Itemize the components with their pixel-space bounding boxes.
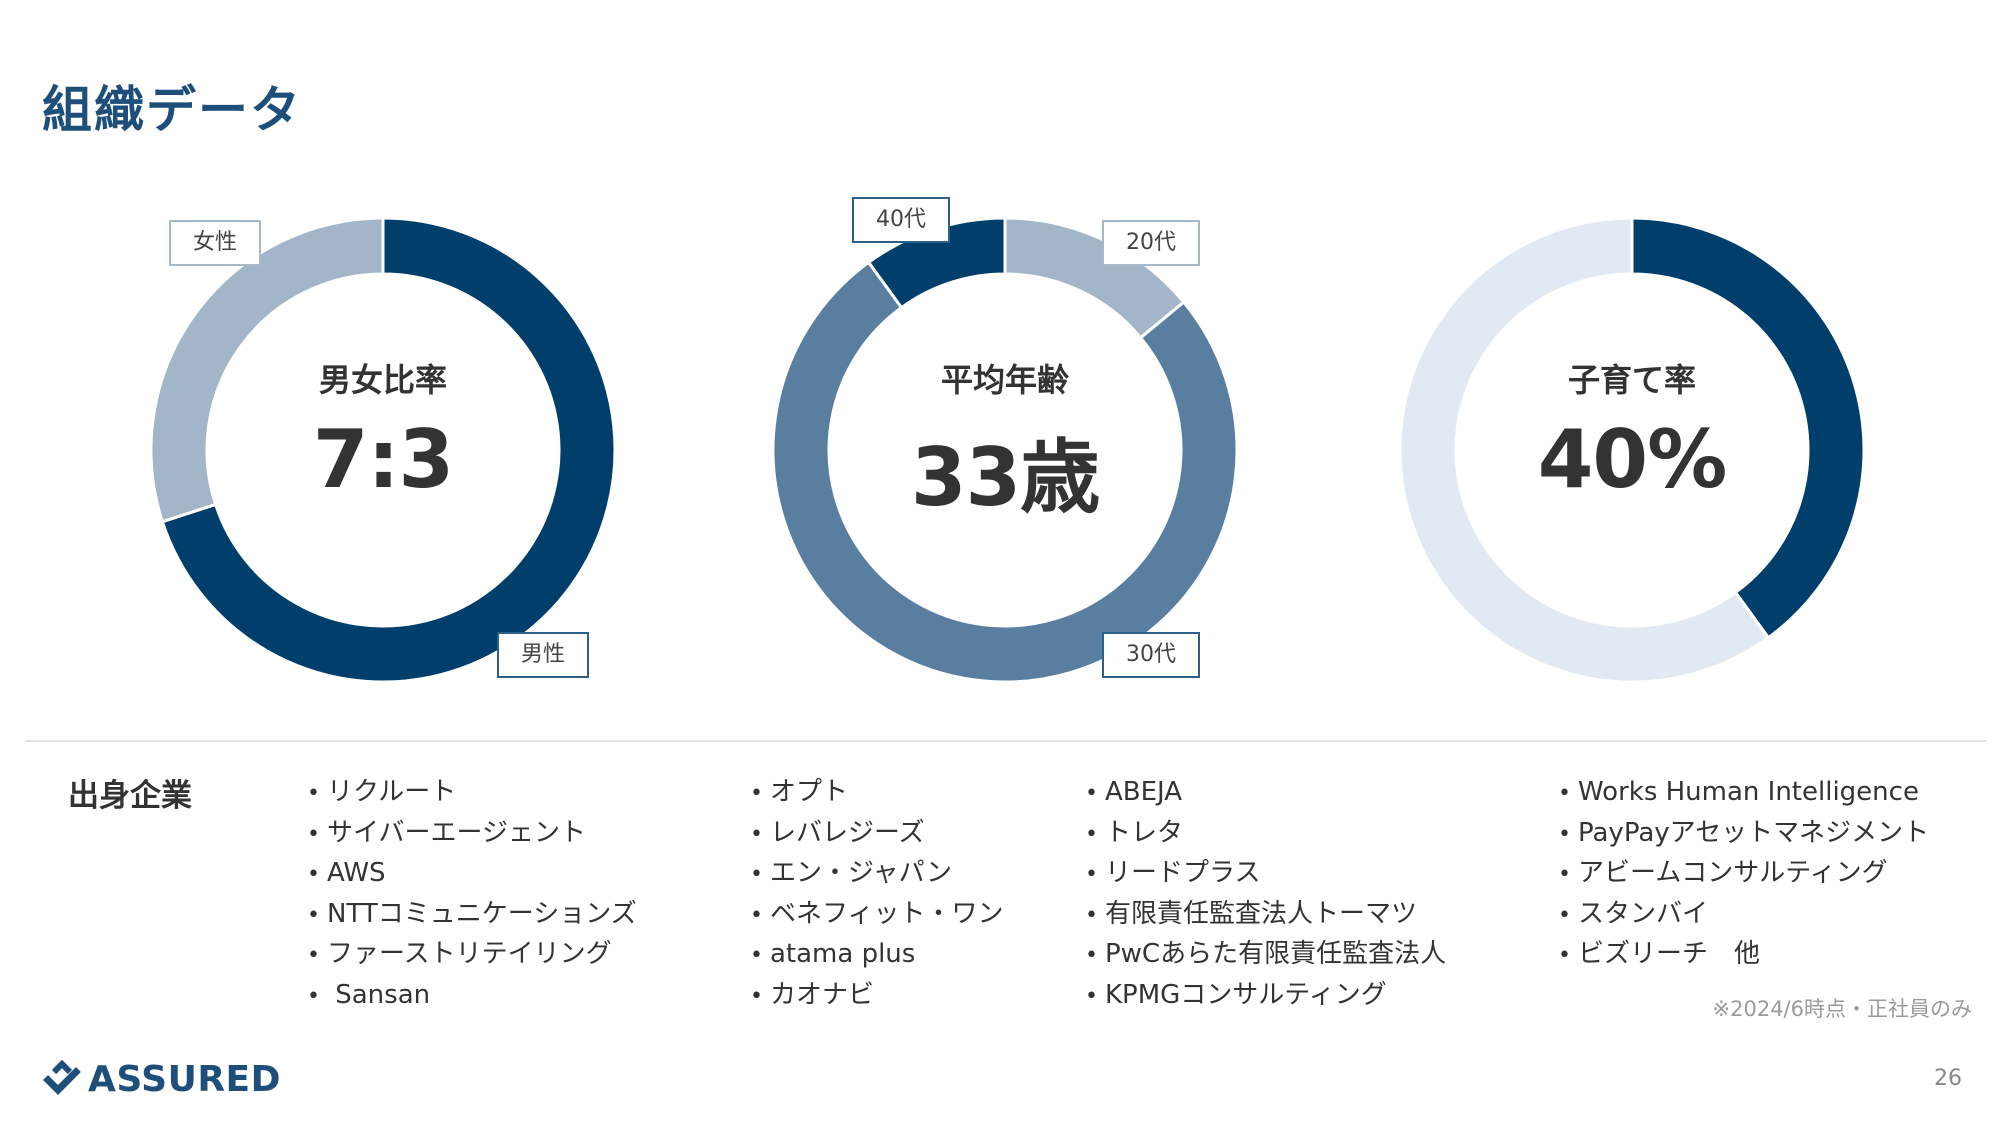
company-item: ABEJA xyxy=(1085,773,1446,814)
company-item: リードプラス xyxy=(1085,854,1446,895)
donut-segment-1-30代 xyxy=(771,260,1239,684)
logo-wordmark: ASSURED xyxy=(88,1059,282,1100)
segment-label-40s: 40代 xyxy=(852,197,950,243)
gender-ratio-value: 7:3 xyxy=(312,413,454,506)
company-item: ベネフィット・ワン xyxy=(750,895,1003,936)
average-age-donut-svg xyxy=(771,216,1239,684)
company-item: ビズリーチ 他 xyxy=(1558,935,1929,976)
company-item: レバレジーズ xyxy=(750,814,1003,855)
company-item: リクルート xyxy=(307,773,637,814)
segment-label-male: 男性 xyxy=(497,632,590,678)
company-item: ファーストリテイリング xyxy=(307,935,637,976)
company-item: PwCあらた有限責任監査法人 xyxy=(1085,935,1446,976)
section-divider xyxy=(25,740,1987,742)
donut-segment-2-0 xyxy=(1630,216,1866,640)
companies-heading: 出身企業 xyxy=(68,778,192,814)
company-item: オプト xyxy=(750,773,1003,814)
company-item: Sansan xyxy=(307,976,637,1017)
parenting-rate-label: 子育て率 xyxy=(1567,361,1696,399)
donut-segment-0-男性 xyxy=(160,216,617,684)
company-item: 有限責任監査法人トーマツ xyxy=(1085,895,1446,936)
donut-segment-2-1 xyxy=(1398,216,1771,684)
company-item: アビームコンサルティング xyxy=(1558,854,1929,895)
company-item: カオナビ xyxy=(750,976,1003,1017)
page-number: 26 xyxy=(1934,1066,1962,1091)
company-item: エン・ジャパン xyxy=(750,854,1003,895)
average-age-label: 平均年齢 xyxy=(940,361,1069,399)
parenting-rate-donut-chart: 子育て率 40% xyxy=(1397,215,1867,685)
company-item: スタンバイ xyxy=(1558,895,1929,936)
gender-ratio-donut-svg xyxy=(149,216,617,684)
gender-ratio-label: 男女比率 xyxy=(318,361,447,399)
companies-column-2: オプト レバレジーズ エン・ジャパン ベネフィット・ワン atama plus … xyxy=(750,773,1003,1016)
segment-label-30s: 30代 xyxy=(1102,632,1200,678)
parenting-rate-donut-svg xyxy=(1398,216,1866,684)
gender-ratio-donut-chart: 男女比率 7:3 xyxy=(148,215,618,685)
page-title: 組織データ xyxy=(42,80,302,139)
average-age-value: 33歳 xyxy=(910,431,1100,524)
assured-logo-icon xyxy=(43,1060,81,1095)
company-item: KPMGコンサルティング xyxy=(1085,976,1446,1017)
average-age-donut-chart: 平均年齢 33歳 xyxy=(770,215,1240,685)
donut-segment-0-女性 xyxy=(149,216,385,524)
companies-column-3: ABEJA トレタ リードプラス 有限責任監査法人トーマツ PwCあらた有限責任… xyxy=(1085,773,1446,1016)
companies-column-1: リクルート サイバーエージェント AWS NTTコミュニケーションズ ファースト… xyxy=(307,773,637,1016)
company-item: AWS xyxy=(307,854,637,895)
segment-label-female: 女性 xyxy=(169,220,262,266)
company-item: NTTコミュニケーションズ xyxy=(307,895,637,936)
companies-column-4: Works Human Intelligence PayPayアセットマネジメン… xyxy=(1558,773,1929,976)
company-item: トレタ xyxy=(1085,814,1446,855)
parenting-rate-value: 40% xyxy=(1537,413,1727,506)
segment-label-20s: 20代 xyxy=(1102,220,1200,266)
company-item: PayPayアセットマネジメント xyxy=(1558,814,1929,855)
footnote: ※2024/6時点・正社員のみ xyxy=(1712,997,1972,1021)
company-item: サイバーエージェント xyxy=(307,814,637,855)
company-item: atama plus xyxy=(750,935,1003,976)
company-item: Works Human Intelligence xyxy=(1558,773,1929,814)
